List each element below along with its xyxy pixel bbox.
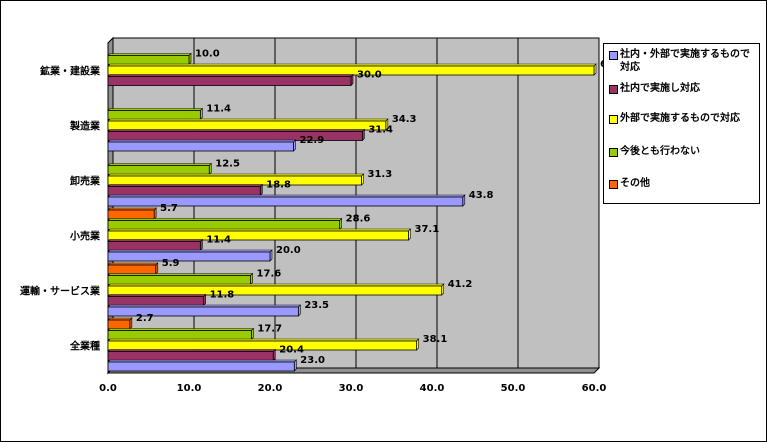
bar [107,196,464,207]
bar [107,165,210,175]
data-label: 11.8 [210,290,235,301]
data-label: 23.0 [300,355,325,366]
bar [107,230,409,241]
bar [107,319,131,330]
bar [107,285,443,296]
category-label: 鉱業・建設業 [40,65,101,78]
x-tick-label: 50.0 [501,383,526,394]
data-label: 31.4 [368,125,393,136]
data-label: 22.9 [299,135,324,146]
category-label: 運輸・サービス業 [20,285,101,298]
legend-label: その他 [620,178,650,189]
bar [107,131,363,141]
x-tick-label: 20.0 [258,383,283,394]
bar [107,241,201,251]
data-label: 5.9 [162,258,180,269]
data-label: 11.4 [206,104,231,115]
legend-swatch [609,180,618,189]
legend-label: 社内・外部で実施するもので対応 [620,49,750,73]
data-label: 31.3 [368,169,393,180]
data-label: 5.7 [160,203,178,214]
bar [107,110,201,120]
data-label: 17.7 [257,324,282,335]
x-tick-label: 40.0 [420,383,445,394]
bar [107,120,387,131]
data-label: 37.1 [415,224,440,235]
category-label: 小売業 [69,230,101,243]
data-label: 10.0 [195,49,220,60]
data-label: 30.0 [357,70,382,81]
bar [107,141,294,152]
data-label: 11.4 [206,235,231,246]
data-label: 18.8 [266,180,291,191]
data-label: 20.4 [279,345,304,356]
x-tick-label: 0.0 [99,383,117,394]
x-tick-label: 60.0 [582,383,607,394]
bar [107,209,155,220]
category-label: 卸売業 [70,175,101,188]
legend-label: 社内で実施し対応 [620,83,700,94]
bar [107,55,190,65]
x-tick-label: 30.0 [339,383,364,394]
legend-swatch [609,85,618,94]
data-label: 43.8 [469,190,494,201]
legend: 社内・外部で実施するもので対応 社内で実施し対応 外部で実施するもので対応 今後… [603,43,760,204]
bar [107,330,252,340]
category-label: 全業種 [69,340,100,353]
bar [107,251,271,262]
legend-label: 今後とも行わない [620,146,700,157]
data-label: 23.5 [304,300,329,311]
data-label: 17.6 [257,269,282,280]
data-label: 28.6 [346,214,371,225]
bar [107,65,595,76]
legend-label: 外部で実施するもので対応 [620,113,740,124]
data-label: 2.7 [136,313,154,324]
bar [107,351,274,361]
data-label: 34.3 [392,114,417,125]
legend-swatch [609,51,618,60]
bar [107,361,295,372]
bar [107,220,341,230]
data-label: 38.1 [423,334,448,345]
legend-swatch [609,148,618,157]
data-label: 12.5 [215,159,240,170]
bar [107,76,352,86]
bar [107,340,418,351]
bar [107,175,362,186]
bar [107,264,157,275]
bar [107,306,299,317]
x-tick-label: 10.0 [177,383,202,394]
bar [107,275,251,285]
legend-swatch [609,115,618,124]
bar [107,296,204,306]
data-label: 41.2 [448,279,473,290]
data-label: 20.0 [276,245,301,256]
bar [107,186,261,196]
category-label: 製造業 [69,120,101,133]
